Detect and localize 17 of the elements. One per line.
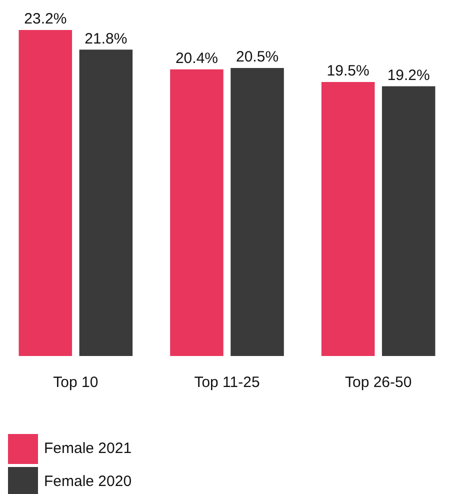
x-tick-label: Top 11-25 bbox=[194, 374, 260, 392]
data-label: 23.2% bbox=[24, 10, 67, 28]
data-label: 20.4% bbox=[175, 50, 218, 67]
data-label: 19.2% bbox=[387, 66, 430, 84]
legend-label: Female 2021 bbox=[44, 440, 132, 457]
x-tick-label: Top 26-50 bbox=[344, 374, 412, 392]
data-label: 21.8% bbox=[84, 30, 128, 48]
bar bbox=[382, 86, 436, 356]
bar bbox=[321, 82, 375, 356]
x-tick-label: Top 10 bbox=[53, 374, 98, 392]
bar bbox=[170, 69, 224, 356]
bar bbox=[18, 30, 72, 356]
data-label: 20.5% bbox=[236, 48, 279, 66]
bar bbox=[79, 50, 133, 356]
data-label: 19.5% bbox=[326, 62, 370, 80]
legend-label: Female 2020 bbox=[44, 473, 132, 490]
bar bbox=[230, 68, 284, 356]
